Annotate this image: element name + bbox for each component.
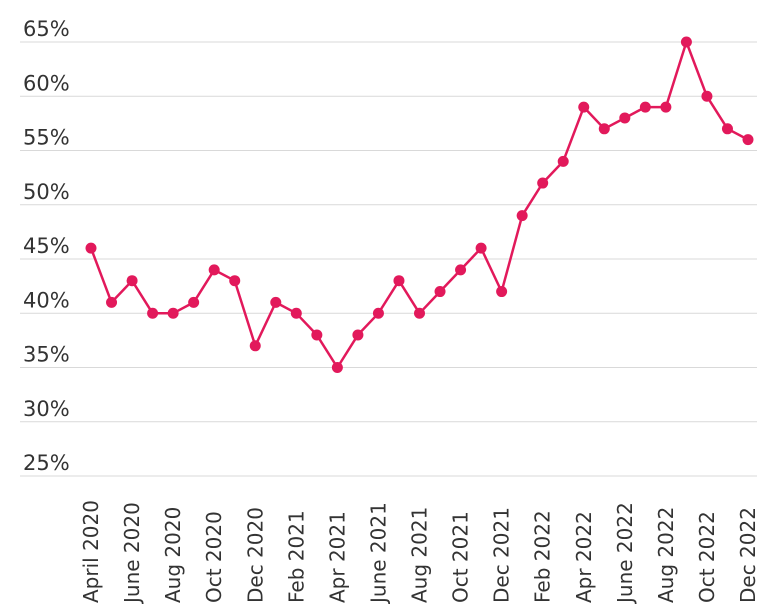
- data-point: [229, 275, 241, 287]
- x-tick-label: Oct 2022: [695, 511, 719, 603]
- x-tick-label: Apr 2021: [325, 511, 349, 603]
- x-tick-label: Oct 2020: [202, 511, 226, 603]
- data-point: [85, 242, 97, 254]
- data-point: [578, 101, 590, 113]
- data-point: [537, 177, 549, 189]
- x-tick-label: Feb 2022: [531, 510, 555, 603]
- x-axis-tick-labels: April 2020 June 2020 Aug 2020 Oct 2020 Dec 2…: [79, 500, 760, 605]
- data-point: [311, 329, 323, 341]
- data-point: [249, 340, 261, 352]
- y-tick-label: 65%: [23, 17, 70, 41]
- data-point: [393, 275, 405, 287]
- x-tick-label: Aug 2020: [161, 507, 185, 603]
- data-point: [680, 36, 692, 48]
- data-point: [701, 90, 713, 102]
- y-tick-label: 60%: [23, 71, 70, 95]
- data-point: [106, 296, 118, 308]
- x-tick-label: Apr 2022: [572, 511, 596, 603]
- data-point: [742, 134, 754, 146]
- data-point: [188, 296, 200, 308]
- data-point: [270, 296, 282, 308]
- data-point: [434, 286, 446, 298]
- y-axis-tick-labels: 25% 30% 35% 40% 45% 50% 55% 60% 65%: [23, 17, 70, 475]
- data-point: [208, 264, 220, 276]
- x-tick-label: Oct 2021: [449, 511, 473, 603]
- data-point: [721, 123, 733, 135]
- x-tick-label: June 2021: [366, 502, 390, 605]
- data-point: [598, 123, 610, 135]
- data-point: [660, 101, 672, 113]
- data-point: [352, 329, 364, 341]
- y-tick-label: 45%: [23, 234, 70, 258]
- data-point: [455, 264, 467, 276]
- data-point: [619, 112, 631, 124]
- x-tick-label: Aug 2021: [408, 507, 432, 603]
- x-tick-label: Dec 2021: [490, 507, 514, 603]
- data-point: [372, 307, 384, 319]
- data-point: [331, 362, 343, 373]
- x-tick-label: June 2022: [613, 502, 637, 605]
- x-tick-label: Aug 2022: [654, 507, 678, 603]
- x-tick-label: April 2020: [79, 500, 103, 603]
- series-layer: [85, 36, 754, 373]
- data-point: [290, 307, 302, 319]
- data-point: [147, 307, 159, 319]
- data-point: [639, 101, 651, 113]
- data-point: [167, 307, 179, 319]
- y-tick-label: 40%: [23, 288, 70, 312]
- x-tick-label: Feb 2021: [284, 510, 308, 603]
- data-point: [516, 210, 528, 222]
- data-point: [126, 275, 138, 287]
- y-tick-label: 50%: [23, 180, 70, 204]
- data-point: [557, 155, 569, 167]
- gridlines: [20, 41, 757, 477]
- y-tick-label: 35%: [23, 343, 70, 367]
- data-point: [414, 307, 425, 319]
- data-point: [475, 242, 487, 254]
- x-tick-label: Dec 2022: [736, 507, 760, 603]
- data-point: [496, 286, 508, 298]
- y-tick-label: 55%: [23, 126, 70, 150]
- y-tick-label: 25%: [23, 451, 70, 475]
- y-tick-label: 30%: [23, 397, 70, 421]
- x-tick-label: Dec 2020: [243, 507, 267, 603]
- x-tick-label: June 2020: [120, 502, 144, 605]
